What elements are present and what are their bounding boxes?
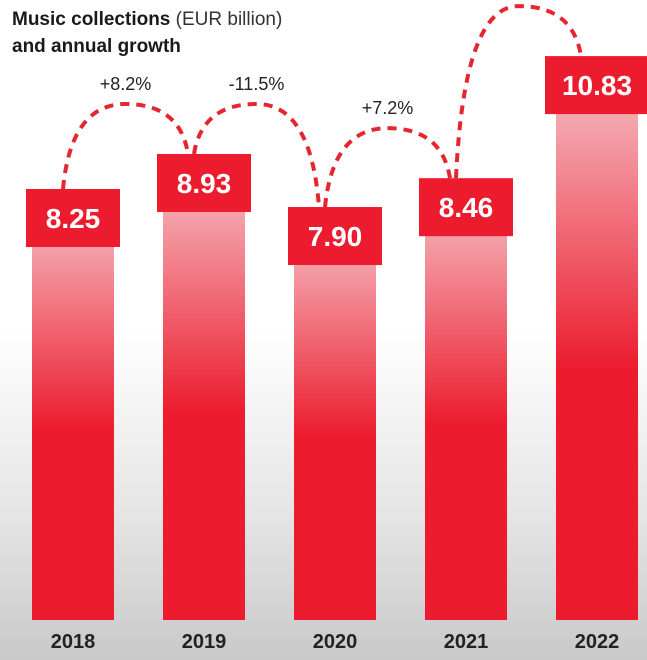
title-unit: (EUR billion) xyxy=(175,9,283,30)
bar-2019 xyxy=(163,159,245,620)
value-label-2019: 8.93 xyxy=(177,168,232,199)
growth-label-1: +8.2% xyxy=(100,74,152,94)
growth-label-2: -11.5% xyxy=(229,74,285,94)
x-tick-2018: 2018 xyxy=(51,631,96,653)
x-tick-2021: 2021 xyxy=(444,631,489,653)
bar-2021 xyxy=(425,184,507,620)
value-label-2022: 10.83 xyxy=(562,70,632,101)
value-label-2021: 8.46 xyxy=(439,192,494,223)
chart-title: Music collections (EUR billion) and annu… xyxy=(12,6,282,60)
x-tick-2022: 2022 xyxy=(575,631,620,653)
growth-label-3: +7.2% xyxy=(362,98,414,118)
title-line2: and annual growth xyxy=(12,36,181,57)
value-label-box-2018 xyxy=(26,189,120,247)
x-tick-2020: 2020 xyxy=(313,631,358,653)
x-tick-2019: 2019 xyxy=(182,631,227,653)
value-label-box-2020 xyxy=(288,207,382,266)
value-label-box-2019 xyxy=(157,153,251,212)
title-main: Music collections xyxy=(12,9,171,30)
value-label-2020: 7.90 xyxy=(308,221,363,252)
growth-arc-3 xyxy=(323,126,452,208)
growth-arc-1 xyxy=(61,101,190,190)
value-label-box-2021 xyxy=(419,178,513,237)
bar-2022 xyxy=(556,62,638,621)
bar-2020 xyxy=(294,213,376,620)
bar-2018 xyxy=(32,195,114,620)
value-label-2018: 8.25 xyxy=(46,203,101,234)
value-label-box-2022 xyxy=(545,56,647,115)
